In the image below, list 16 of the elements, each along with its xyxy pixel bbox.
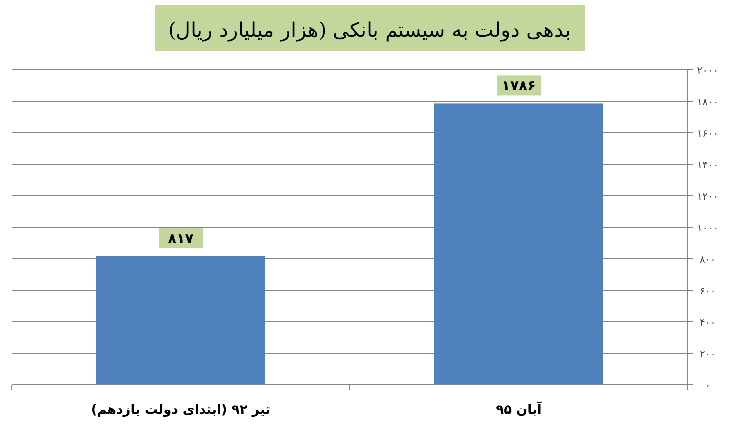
y-tick-label: ۸۰۰ (700, 255, 716, 266)
x-tick-label: تیر ۹۲ (ابتدای دولت یازدهم) (91, 403, 271, 418)
y-tick-label: ۱۲۰۰ (697, 192, 719, 203)
y-tick-label: ۲۰۰۰ (697, 66, 719, 77)
x-tick-label: آبان ۹۵ (496, 401, 542, 418)
y-tick-label: ۱۸۰۰ (697, 98, 719, 108)
data-label: ۱۷۸۶ (502, 78, 536, 95)
y-tick-label: ۱۶۰۰ (697, 129, 719, 140)
y-tick-label: ۴۰۰ (700, 318, 716, 329)
y-tick-label: ۱۴۰۰ (697, 160, 719, 172)
y-tick-label: ۰ (705, 381, 711, 392)
y-tick-label: ۲۰۰ (700, 350, 716, 360)
chart-title: بدهی دولت به سیستم بانکی (هزار میلیارد ریال) (168, 18, 572, 42)
y-tick-label: ۱۰۰۰ (697, 224, 719, 234)
data-label: ۸۱۷ (168, 231, 194, 248)
y-tick-label: ۶۰۰ (700, 286, 716, 298)
